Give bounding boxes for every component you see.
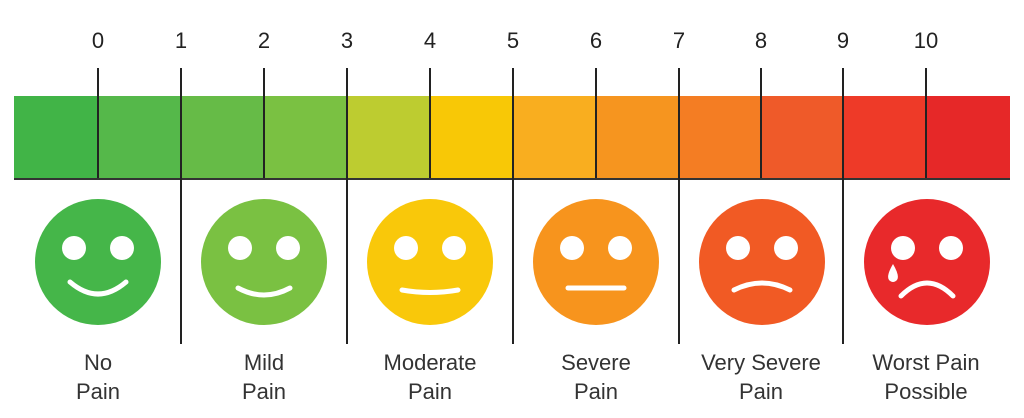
bar-segment	[430, 96, 513, 178]
tick-6	[595, 68, 597, 178]
tick-2	[263, 68, 265, 178]
bar-segment	[761, 96, 843, 178]
tick-1	[180, 68, 182, 344]
label-line-2: Possible	[884, 379, 968, 404]
label-line-1: Moderate	[383, 350, 477, 375]
tick-10	[925, 68, 927, 178]
label-worst-pain-possible: Worst Pain Possible	[841, 348, 1011, 406]
face-circle	[201, 199, 327, 325]
label-line-1: Very Severe	[701, 350, 821, 375]
tear-drop	[888, 264, 898, 282]
scale-number-5: 5	[506, 28, 520, 53]
mouth	[898, 280, 956, 299]
scale-number-0: 0	[91, 28, 105, 53]
bar-segment	[596, 96, 679, 178]
label-no-pain: No Pain	[13, 348, 183, 406]
label-line-1: Mild	[243, 350, 285, 375]
right-eye	[774, 236, 798, 260]
right-eye	[442, 236, 466, 260]
scale-number-7: 7	[672, 28, 686, 53]
tick-9	[842, 68, 844, 344]
mouth	[731, 280, 793, 293]
right-eye	[110, 236, 134, 260]
label-line-1: Worst Pain	[872, 350, 980, 375]
face-circle	[699, 199, 825, 325]
scale-number-6: 6	[589, 28, 603, 53]
left-eye	[891, 236, 915, 260]
bar-segment	[347, 96, 430, 178]
bar-segment	[264, 96, 347, 178]
bar-segment	[98, 96, 181, 178]
tick-3	[346, 68, 348, 344]
bar-segment	[926, 96, 1010, 178]
sad-face-icon	[699, 199, 825, 325]
mouth	[67, 279, 129, 297]
left-eye	[726, 236, 750, 260]
tick-5	[512, 68, 514, 344]
label-line-1: No	[83, 350, 113, 375]
label-line-1: Severe	[561, 350, 631, 375]
face-circle	[367, 199, 493, 325]
right-eye	[939, 236, 963, 260]
scale-number-4: 4	[423, 28, 437, 53]
left-eye	[394, 236, 418, 260]
scale-number-2: 2	[257, 28, 271, 53]
right-eye	[608, 236, 632, 260]
neutral-smile-face-icon	[367, 199, 493, 325]
scale-number-9: 9	[836, 28, 850, 53]
bar-segment	[679, 96, 761, 178]
mouth	[235, 285, 293, 298]
bar-segment	[14, 96, 98, 178]
label-line-2: Pain	[241, 379, 287, 404]
label-line-2: Pain	[75, 379, 121, 404]
face-circle	[533, 199, 659, 325]
tick-4	[429, 68, 431, 178]
label-line-2: Pain	[738, 379, 784, 404]
left-eye	[560, 236, 584, 260]
tick-0	[97, 68, 99, 178]
happy-face-icon	[35, 199, 161, 325]
scale-number-1: 1	[174, 28, 188, 53]
scale-number-8: 8	[754, 28, 768, 53]
tick-8	[760, 68, 762, 178]
label-line-2: Pain	[407, 379, 453, 404]
mouth	[399, 287, 461, 295]
left-eye	[62, 236, 86, 260]
tick-7	[678, 68, 680, 344]
scale-number-3: 3	[340, 28, 354, 53]
scale-number-10: 10	[913, 28, 939, 53]
face-circle	[35, 199, 161, 325]
slight-smile-face-icon	[201, 199, 327, 325]
label-mild-pain: Mild Pain	[179, 348, 349, 406]
left-eye	[228, 236, 252, 260]
right-eye	[276, 236, 300, 260]
bar-segment	[513, 96, 596, 178]
label-line-2: Pain	[573, 379, 619, 404]
label-very-severe-pain: Very Severe Pain	[676, 348, 846, 406]
bar-segment	[843, 96, 926, 178]
bar-segment	[181, 96, 264, 178]
neutral-face-icon	[533, 199, 659, 325]
crying-face-icon	[864, 199, 990, 325]
label-severe-pain: Severe Pain	[511, 348, 681, 406]
face-circle	[864, 199, 990, 325]
label-moderate-pain: Moderate Pain	[345, 348, 515, 406]
